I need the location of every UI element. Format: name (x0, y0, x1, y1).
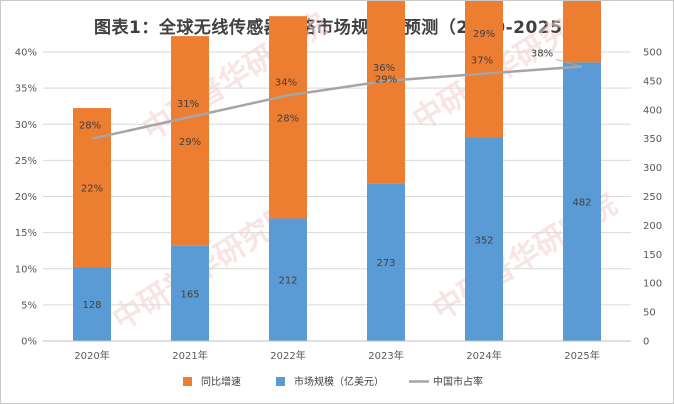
growth-rate-data-label: 29% (179, 137, 201, 148)
growth-rate-bar (367, 1, 405, 184)
right-axis-tick-label: 500 (643, 48, 662, 59)
right-axis-tick-label: 150 (643, 250, 662, 261)
x-axis-tick-label: 2024年 (466, 349, 501, 362)
line-layer (91, 59, 583, 140)
market-size-data-label: 352 (474, 235, 493, 246)
growth-rate-data-label: 29% (375, 74, 397, 85)
left-axis-tick-label: 40% (15, 48, 37, 59)
growth-rate-bar (73, 108, 111, 268)
leader-line (555, 59, 583, 67)
market-size-bar (563, 62, 601, 342)
market-share-data-label: 34% (275, 77, 297, 88)
right-axis-tick-label: 400 (643, 105, 662, 116)
market-share-data-label: 37% (471, 56, 493, 67)
market-share-data-label: 36% (373, 63, 395, 74)
bar-layer (73, 1, 601, 342)
market-size-bar (73, 267, 111, 341)
right-axis-tick-label: 100 (643, 279, 662, 290)
left-axis-tick-label: 5% (21, 300, 37, 311)
right-axis-tick-label: 250 (643, 192, 662, 203)
chart-title: 图表1：全球无线传感器网络市场规模及预测（2020-2025） (93, 18, 580, 38)
left-axis-tick-label: 20% (15, 192, 37, 203)
growth-rate-bar (563, 1, 601, 63)
market-size-data-label: 165 (180, 289, 199, 300)
left-axis-tick-label: 0% (21, 337, 37, 348)
growth-rate-data-label: 29% (473, 29, 495, 40)
growth-rate-bar (269, 16, 307, 219)
left-axis-tick-label: 25% (15, 156, 37, 167)
right-axis-tick-label: 50 (643, 308, 656, 319)
x-axis-tick-label: 2023年 (368, 349, 403, 362)
right-axis-tick-label: 300 (643, 163, 662, 174)
right-axis-tick-label: 350 (643, 134, 662, 145)
market-size-data-label: 273 (376, 258, 395, 269)
x-axis-tick-label: 2021年 (172, 349, 207, 362)
market-size-bar (171, 245, 209, 341)
right-axis-tick-label: 450 (643, 76, 662, 87)
legend-label: 中国市占率 (433, 375, 483, 388)
market-size-bar (269, 218, 307, 341)
legend-label: 市场规模（亿美元） (294, 375, 384, 388)
legend: 同比增速 市场规模（亿美元） 中国市占率 (183, 375, 483, 388)
market-size-bar (465, 137, 503, 341)
axis-layer: 0% 5% 10% 15% 20% 25% 30% 35% 40% 0 50 100 150 200 250… (15, 48, 662, 363)
left-axis-tick-label: 35% (15, 84, 37, 95)
left-axis-tick-label: 10% (15, 264, 37, 275)
x-axis-tick-label: 2022年 (270, 349, 305, 362)
growth-rate-bar (171, 36, 209, 246)
legend-swatch (276, 377, 285, 386)
growth-rate-data-label: 28% (277, 113, 299, 124)
growth-rate-data-label: 22% (81, 184, 103, 195)
growth-rate-bar (465, 1, 503, 138)
market-share-data-label: 28% (79, 121, 101, 132)
market-size-data-label: 482 (572, 198, 591, 209)
market-size-data-label: 128 (82, 300, 101, 311)
market-size-bar (367, 183, 405, 341)
legend-swatch (183, 377, 192, 386)
left-axis-tick-label: 15% (15, 228, 37, 239)
market-share-data-label: 38% (531, 48, 553, 59)
legend-label: 同比增速 (201, 375, 241, 388)
market-share-line (91, 65, 583, 140)
market-share-data-label: 31% (177, 99, 199, 110)
left-axis-tick-label: 30% (15, 120, 37, 131)
right-axis-tick-label: 0 (643, 337, 649, 348)
data-label-layer: 128 22% 165 29% 212 28% 273 29% 352 29% 482 37% 28% 3… (79, 29, 592, 311)
market-size-data-label: 212 (278, 276, 297, 287)
right-axis-tick-label: 200 (643, 221, 662, 232)
x-axis-tick-label: 2025年 (564, 349, 599, 362)
x-axis-tick-label: 2020年 (74, 349, 109, 362)
